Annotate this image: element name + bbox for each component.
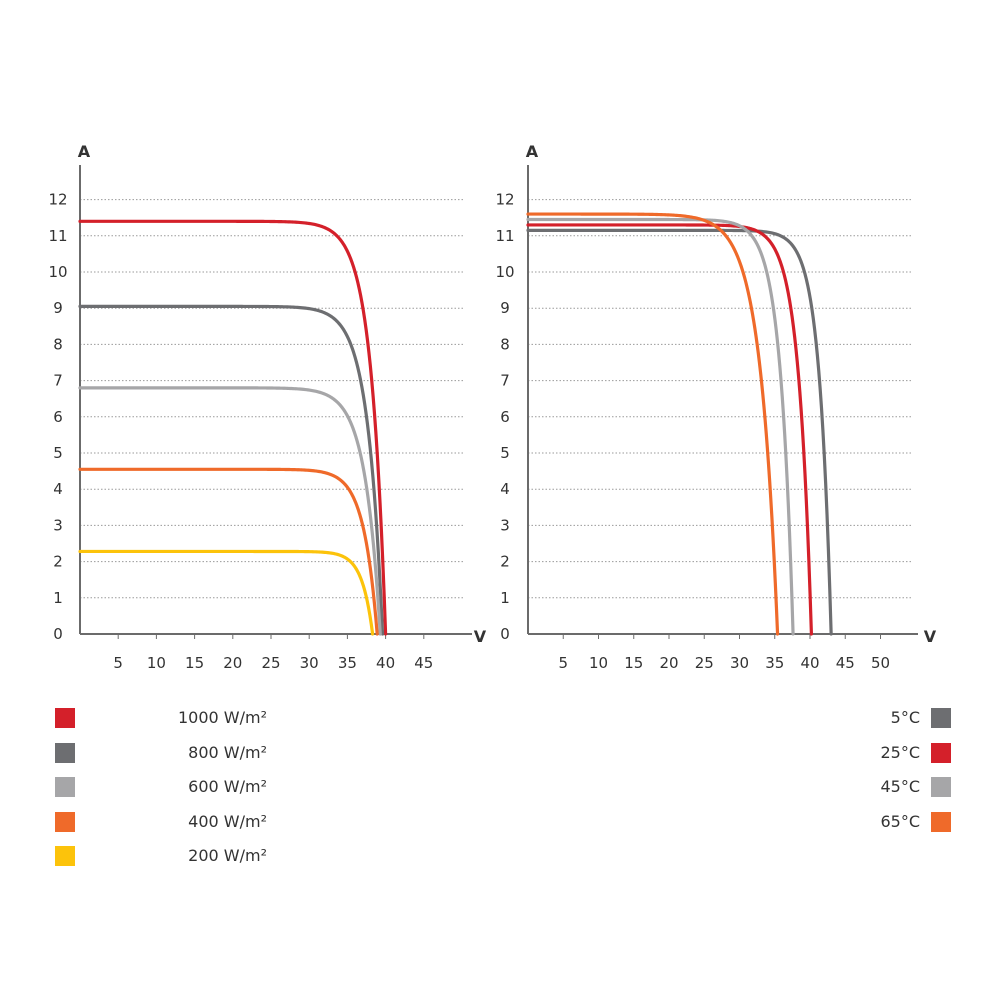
y-tick-label: 0	[500, 625, 510, 643]
legend-item: 200 W/m²	[55, 846, 275, 866]
y-tick-label: 8	[500, 335, 510, 353]
x-tick-label: 35	[765, 654, 784, 672]
x-tick-label: 30	[300, 654, 319, 672]
legend-label: 65°C	[880, 811, 920, 831]
series-line-4	[78, 549, 375, 636]
y-tick-label: 0	[53, 625, 63, 643]
y-tick-label: 3	[53, 516, 63, 534]
series-line-2	[78, 386, 382, 636]
series-line-1	[78, 304, 385, 636]
x-tick-label: 20	[659, 654, 678, 672]
y-tick-label: 7	[500, 372, 510, 390]
x-tick-label: 45	[414, 654, 433, 672]
x-tick-label: 10	[147, 654, 166, 672]
y-tick-label: 2	[500, 553, 510, 571]
y-tick-label: 10	[48, 263, 67, 281]
y-tick-label: 7	[53, 372, 63, 390]
y-tick-label: 9	[53, 299, 63, 317]
series-line-2	[526, 217, 795, 636]
y-tick-label: 1	[500, 589, 510, 607]
y-tick-label: 1	[53, 589, 63, 607]
x-axis-label: V	[924, 627, 937, 646]
legend-label: 1000 W/m²	[177, 708, 267, 727]
y-tick-label: 9	[500, 299, 510, 317]
x-tick-label: 25	[261, 654, 280, 672]
legend-item: 400 W/m²	[55, 811, 275, 832]
legend-label: 45°C	[880, 777, 920, 796]
y-tick-label: 6	[53, 408, 63, 426]
y-tick-label: 12	[48, 191, 67, 209]
legend-swatch	[931, 708, 951, 728]
x-tick-label: 40	[800, 654, 819, 672]
series-line-3	[78, 467, 379, 636]
x-tick-label: 35	[338, 654, 357, 672]
x-tick-label: 5	[558, 654, 568, 672]
series-line-3	[526, 212, 780, 636]
y-tick-label: 4	[500, 480, 510, 498]
y-axis-label: A	[78, 142, 91, 161]
x-tick-label: 5	[113, 654, 123, 672]
series-line-1	[526, 223, 814, 636]
y-tick-label: 8	[53, 335, 63, 353]
legend-item: 65°C	[840, 811, 952, 832]
y-tick-label: 4	[53, 480, 63, 498]
legend-swatch	[55, 708, 75, 728]
x-tick-label: 15	[185, 654, 204, 672]
y-tick-label: 11	[495, 227, 514, 245]
legend-swatch	[931, 742, 951, 763]
x-tick-label: 25	[695, 654, 714, 672]
x-tick-label: 40	[376, 654, 395, 672]
legend-label: 600 W/m²	[188, 777, 267, 796]
x-tick-label: 10	[589, 654, 608, 672]
y-tick-label: 6	[500, 408, 510, 426]
legend-swatch	[55, 777, 75, 797]
legend-swatch	[931, 811, 951, 832]
legend-item: 25°C	[840, 742, 952, 763]
legend-label: 200 W/m²	[188, 846, 267, 865]
y-tick-label: 5	[53, 444, 63, 462]
legend-label: 400 W/m²	[188, 811, 267, 831]
x-tick-label: 30	[730, 654, 749, 672]
y-tick-label: 2	[53, 553, 63, 571]
legend-item: 1000 W/m²	[55, 708, 275, 728]
legend-label: 5°C	[890, 708, 920, 727]
x-axis-label: V	[474, 627, 487, 646]
x-tick-label: 15	[624, 654, 643, 672]
legend-item: 800 W/m²	[55, 742, 275, 763]
legend-item: 600 W/m²	[55, 777, 275, 797]
legend-swatch	[55, 846, 75, 866]
legend-swatch	[931, 777, 951, 797]
legend-swatch	[55, 811, 75, 832]
y-tick-label: 11	[48, 227, 67, 245]
x-tick-label: 20	[223, 654, 242, 672]
y-tick-label: 3	[500, 516, 510, 534]
y-axis-label: A	[526, 142, 539, 161]
series-line-0	[526, 228, 833, 636]
x-tick-label: 50	[871, 654, 890, 672]
legend-swatch	[55, 742, 75, 763]
y-tick-label: 10	[495, 263, 514, 281]
legend-label: 800 W/m²	[188, 742, 267, 762]
y-tick-label: 12	[495, 191, 514, 209]
legend-label: 25°C	[880, 742, 920, 762]
series-line-0	[78, 219, 388, 636]
legend-item: 5°C	[840, 708, 952, 728]
legend-item: 45°C	[840, 777, 952, 797]
x-tick-label: 45	[836, 654, 855, 672]
y-tick-label: 5	[500, 444, 510, 462]
